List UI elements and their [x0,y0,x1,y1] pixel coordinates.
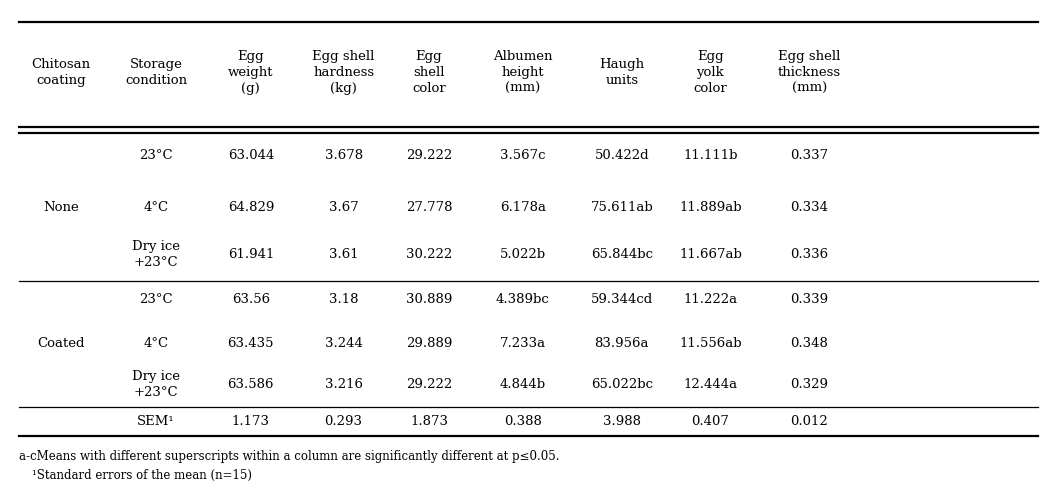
Text: Coated: Coated [37,337,85,351]
Text: 6.178a: 6.178a [500,201,546,213]
Text: 0.329: 0.329 [790,378,828,390]
Text: 3.216: 3.216 [325,378,363,390]
Text: Egg shell
thickness
(mm): Egg shell thickness (mm) [778,50,841,95]
Text: 63.56: 63.56 [232,293,270,306]
Text: Haugh
units: Haugh units [600,58,644,87]
Text: Storage
condition: Storage condition [125,58,187,87]
Text: 11.222a: 11.222a [683,293,738,306]
Text: 27.778: 27.778 [406,201,452,213]
Text: 3.67: 3.67 [329,201,358,213]
Text: 3.988: 3.988 [603,415,641,428]
Text: 83.956a: 83.956a [594,337,649,351]
Text: 23°C: 23°C [139,149,173,162]
Text: 23°C: 23°C [139,293,173,306]
Text: 1.873: 1.873 [410,415,448,428]
Text: 64.829: 64.829 [228,201,274,213]
Text: 0.388: 0.388 [504,415,542,428]
Text: Albumen
height
(mm): Albumen height (mm) [493,50,552,95]
Text: 50.422d: 50.422d [594,149,649,162]
Text: 0.334: 0.334 [790,201,828,213]
Text: 5.022b: 5.022b [500,248,546,261]
Text: 3.18: 3.18 [329,293,358,306]
Text: 11.556ab: 11.556ab [679,337,742,351]
Text: 0.336: 0.336 [790,248,828,261]
Text: 75.611ab: 75.611ab [590,201,653,213]
Text: 3.61: 3.61 [329,248,358,261]
Text: 7.233a: 7.233a [500,337,546,351]
Text: Chitosan
coating: Chitosan coating [32,58,91,87]
Text: 4.389bc: 4.389bc [496,293,549,306]
Text: 59.344cd: 59.344cd [590,293,653,306]
Text: 29.222: 29.222 [406,149,452,162]
Text: 0.348: 0.348 [790,337,828,351]
Text: 4.844b: 4.844b [500,378,546,390]
Text: Egg
yolk
color: Egg yolk color [694,50,727,95]
Text: ¹Standard errors of the mean (n=15): ¹Standard errors of the mean (n=15) [32,469,252,482]
Text: 0.337: 0.337 [790,149,828,162]
Text: 65.022bc: 65.022bc [591,378,652,390]
Text: 4°C: 4°C [143,337,169,351]
Text: 4°C: 4°C [143,201,169,213]
Text: 63.586: 63.586 [228,378,274,390]
Text: SEM¹: SEM¹ [137,415,175,428]
Text: 1.173: 1.173 [232,415,270,428]
Text: 63.435: 63.435 [228,337,274,351]
Text: 0.012: 0.012 [790,415,828,428]
Text: 12.444a: 12.444a [683,378,738,390]
Text: Egg shell
hardness
(kg): Egg shell hardness (kg) [312,50,375,95]
Text: 3.567c: 3.567c [500,149,546,162]
Text: 3.678: 3.678 [325,149,363,162]
Text: Egg
weight
(g): Egg weight (g) [228,50,274,95]
Text: 0.339: 0.339 [790,293,828,306]
Text: a-cMeans with different superscripts within a column are significantly different: a-cMeans with different superscripts wit… [19,450,560,462]
Text: 65.844bc: 65.844bc [591,248,652,261]
Text: None: None [43,201,79,213]
Text: Dry ice
+23°C: Dry ice +23°C [132,240,180,269]
Text: 29.222: 29.222 [406,378,452,390]
Text: 61.941: 61.941 [228,248,274,261]
Text: Egg
shell
color: Egg shell color [412,50,446,95]
Text: Dry ice
+23°C: Dry ice +23°C [132,370,180,399]
Text: 30.889: 30.889 [406,293,452,306]
Text: 63.044: 63.044 [228,149,274,162]
Text: 0.407: 0.407 [691,415,729,428]
Text: 29.889: 29.889 [406,337,452,351]
Text: 0.293: 0.293 [325,415,363,428]
Text: 11.111b: 11.111b [683,149,738,162]
Text: 11.889ab: 11.889ab [679,201,742,213]
Text: 30.222: 30.222 [406,248,452,261]
Text: 11.667ab: 11.667ab [679,248,742,261]
Text: 3.244: 3.244 [325,337,363,351]
